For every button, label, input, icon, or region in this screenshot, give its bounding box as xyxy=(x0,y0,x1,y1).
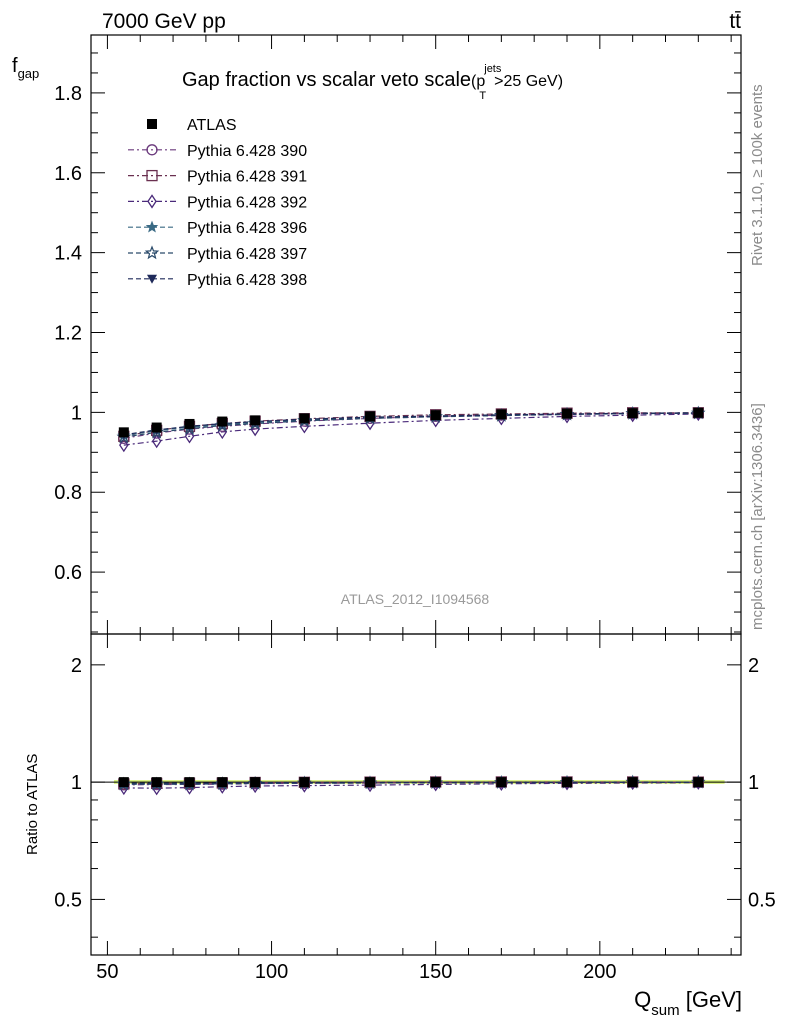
y-tick-label: 1.8 xyxy=(54,83,82,105)
legend-marker xyxy=(147,274,157,284)
legend-marker xyxy=(147,194,157,209)
series-line xyxy=(123,412,699,436)
y-tick-label: 1 xyxy=(71,402,82,424)
y-tick-label: 1.4 xyxy=(54,243,82,265)
ratio-data-point xyxy=(217,777,228,788)
x-tick-label: 200 xyxy=(583,961,616,983)
legend-label: Pythia 6.428 391 xyxy=(187,169,307,186)
series-point xyxy=(184,429,195,444)
legend-marker xyxy=(145,220,159,233)
ratio-data-point xyxy=(562,777,573,788)
legend-marker xyxy=(144,245,160,260)
data-point xyxy=(430,410,441,421)
data-point xyxy=(250,415,261,426)
x-tick-label: 100 xyxy=(255,961,288,983)
data-point xyxy=(184,418,195,429)
x-axis-label: Qsum [GeV] xyxy=(634,987,742,1019)
legend-label: Pythia 6.428 396 xyxy=(187,220,307,237)
ratio-y-axis-label: Ratio to ATLAS xyxy=(24,754,41,855)
ratio-data-point xyxy=(250,777,261,788)
x-tick-label: 50 xyxy=(96,961,118,983)
data-point xyxy=(151,422,162,433)
ratio-series-markers xyxy=(116,774,706,796)
legend: ATLAS Pythia 6.428 390 Pythia 6.428 391 Pyt… xyxy=(128,117,307,289)
ratio-data-point xyxy=(184,777,195,788)
ratio-data-point xyxy=(693,777,704,788)
energy-label: 7000 GeV pp xyxy=(102,10,226,33)
data-point xyxy=(217,416,228,427)
legend-marker xyxy=(147,119,157,129)
ratio-data-point xyxy=(627,777,638,788)
series-point xyxy=(119,437,129,453)
y-tick-label: 1.2 xyxy=(54,323,82,345)
data-point xyxy=(496,409,507,420)
legend-label: Pythia 6.428 397 xyxy=(187,246,307,263)
main-series-markers xyxy=(116,405,706,453)
ratio-data-point xyxy=(365,777,376,788)
main-panel: 0.6 0.8 1 1.2 1.4 1.6 1.8 fgap Gap fraction vs… xyxy=(12,34,742,635)
ratio-data-point xyxy=(496,777,507,788)
ratio-frame xyxy=(90,633,742,956)
y-tick-label: 0.6 xyxy=(54,562,82,584)
ratio-panel: 0.5 0.5 1 1 2 2 Ratio to ATLAS xyxy=(24,633,776,956)
ratio-y-tick-label-left: 2 xyxy=(71,655,82,677)
data-point xyxy=(299,413,310,424)
ratio-y-tick-label-right: 1 xyxy=(748,772,759,794)
ratio-axis-ticks xyxy=(91,634,741,955)
x-tick-label: 150 xyxy=(419,961,452,983)
ratio-y-tick-labels: 0.5 0.5 1 1 2 2 xyxy=(54,655,776,912)
mcplots-label: mcplots.cern.ch [arXiv:1306.3436] xyxy=(749,403,766,630)
legend-label: Pythia 6.428 398 xyxy=(187,272,307,289)
main-y-tick-labels: 0.6 0.8 1 1.2 1.4 1.6 1.8 xyxy=(54,83,82,584)
ratio-y-tick-label-right: 2 xyxy=(748,655,759,677)
legend-label: ATLAS xyxy=(187,117,237,134)
data-point xyxy=(693,407,704,418)
ratio-data-point xyxy=(299,777,310,788)
main-y-axis-label: fgap xyxy=(12,55,39,81)
data-point xyxy=(562,408,573,419)
legend-label: Pythia 6.428 390 xyxy=(187,143,307,160)
legend-label: Pythia 6.428 392 xyxy=(187,194,307,211)
rivet-label: Rivet 3.1.10, ≥ 100k events xyxy=(749,84,766,266)
main-axis-ticks xyxy=(91,35,741,634)
ratio-data-point xyxy=(430,777,441,788)
series-point xyxy=(151,433,162,449)
main-series-lines xyxy=(123,412,699,446)
analysis-label: ATLAS_2012_I1094568 xyxy=(341,591,490,607)
y-tick-label: 0.8 xyxy=(54,482,82,504)
ratio-data-point xyxy=(151,777,162,788)
chart-title: Gap fraction vs scalar veto scale(pjets T… xyxy=(182,63,563,102)
data-point xyxy=(627,408,638,419)
data-point xyxy=(118,427,129,438)
ratio-y-tick-label-right: 0.5 xyxy=(748,889,776,911)
series-line xyxy=(123,413,699,446)
process-label: tt̄ xyxy=(729,10,741,33)
data-point xyxy=(365,411,376,422)
legend-marker xyxy=(146,169,158,182)
ratio-y-tick-label-left: 0.5 xyxy=(54,889,82,911)
x-tick-labels: 50 100 150 200 xyxy=(96,961,616,983)
y-tick-label: 1.6 xyxy=(54,163,82,185)
legend-marker xyxy=(146,144,158,156)
ratio-data-point xyxy=(118,777,129,788)
ratio-y-tick-label-left: 1 xyxy=(71,772,82,794)
